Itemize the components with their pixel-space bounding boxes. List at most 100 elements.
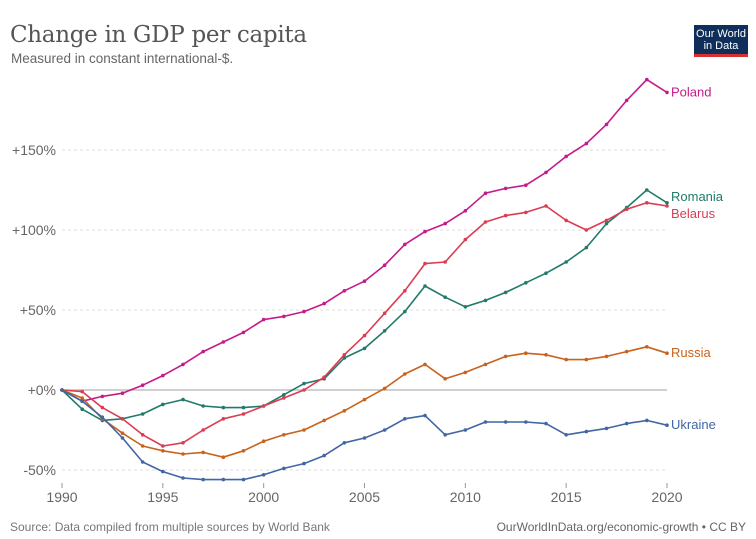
data-point[interactable]: [564, 260, 568, 264]
data-point[interactable]: [261, 404, 266, 408]
data-point[interactable]: [80, 389, 84, 394]
data-point[interactable]: [564, 433, 568, 437]
data-point[interactable]: [201, 428, 205, 432]
data-point[interactable]: [342, 356, 347, 360]
data-point[interactable]: [423, 362, 427, 367]
data-point[interactable]: [423, 413, 427, 418]
data-point[interactable]: [120, 436, 125, 440]
data-point[interactable]: [241, 477, 246, 482]
data-point[interactable]: [544, 421, 548, 426]
data-point[interactable]: [403, 289, 407, 293]
data-point[interactable]: [503, 354, 508, 359]
data-point[interactable]: [181, 476, 185, 480]
data-point[interactable]: [544, 353, 548, 357]
data-point[interactable]: [584, 357, 589, 362]
data-point[interactable]: [483, 220, 488, 224]
data-point[interactable]: [584, 429, 589, 434]
data-point[interactable]: [241, 449, 246, 453]
data-point[interactable]: [302, 461, 306, 466]
data-point[interactable]: [382, 329, 387, 333]
data-point[interactable]: [282, 433, 286, 437]
data-point[interactable]: [443, 260, 447, 264]
data-point[interactable]: [201, 450, 205, 455]
data-point[interactable]: [443, 221, 447, 226]
data-point[interactable]: [140, 460, 145, 464]
data-point[interactable]: [443, 433, 447, 437]
data-point[interactable]: [302, 388, 306, 392]
data-point[interactable]: [524, 420, 528, 424]
data-point[interactable]: [322, 301, 326, 306]
data-point[interactable]: [60, 388, 64, 392]
series-line[interactable]: [61, 389, 668, 481]
data-point[interactable]: [624, 421, 629, 426]
data-point[interactable]: [241, 412, 246, 416]
data-point[interactable]: [100, 415, 105, 420]
data-point[interactable]: [221, 340, 226, 344]
data-point[interactable]: [201, 404, 205, 408]
data-point[interactable]: [322, 453, 326, 458]
data-point[interactable]: [665, 204, 669, 208]
data-point[interactable]: [483, 298, 488, 303]
data-point[interactable]: [120, 431, 125, 436]
data-point[interactable]: [181, 452, 185, 456]
data-point[interactable]: [362, 346, 367, 351]
data-point[interactable]: [362, 333, 367, 338]
data-point[interactable]: [483, 191, 488, 195]
data-point[interactable]: [645, 418, 649, 423]
data-point[interactable]: [221, 455, 226, 460]
data-point[interactable]: [362, 436, 367, 440]
data-point[interactable]: [80, 399, 84, 404]
data-point[interactable]: [161, 469, 165, 474]
data-point[interactable]: [624, 98, 629, 103]
data-point[interactable]: [665, 351, 669, 356]
data-point[interactable]: [584, 245, 589, 250]
data-point[interactable]: [403, 309, 407, 314]
data-point[interactable]: [80, 396, 84, 400]
data-point[interactable]: [241, 330, 246, 335]
data-point[interactable]: [80, 407, 84, 412]
data-point[interactable]: [564, 154, 568, 159]
series-line[interactable]: [61, 78, 668, 403]
data-point[interactable]: [302, 381, 306, 386]
data-point[interactable]: [221, 417, 226, 421]
data-point[interactable]: [665, 90, 669, 95]
data-point[interactable]: [624, 349, 629, 354]
data-point[interactable]: [181, 441, 185, 445]
data-point[interactable]: [140, 444, 145, 448]
data-point[interactable]: [645, 77, 649, 82]
data-point[interactable]: [645, 188, 649, 192]
data-point[interactable]: [382, 386, 387, 391]
data-point[interactable]: [524, 183, 528, 187]
data-point[interactable]: [503, 186, 508, 191]
data-point[interactable]: [120, 417, 125, 421]
owid-logo[interactable]: Our World in Data: [694, 25, 748, 57]
data-point[interactable]: [403, 417, 407, 421]
data-point[interactable]: [322, 375, 326, 380]
data-point[interactable]: [624, 207, 629, 211]
data-point[interactable]: [161, 444, 165, 448]
data-point[interactable]: [282, 466, 286, 471]
data-point[interactable]: [524, 281, 528, 285]
data-point[interactable]: [322, 418, 326, 423]
data-point[interactable]: [544, 170, 548, 175]
data-point[interactable]: [604, 426, 609, 431]
data-point[interactable]: [564, 218, 568, 223]
data-point[interactable]: [261, 317, 266, 322]
data-point[interactable]: [463, 237, 468, 242]
data-point[interactable]: [302, 428, 306, 432]
data-point[interactable]: [382, 311, 387, 316]
data-point[interactable]: [282, 314, 286, 319]
data-point[interactable]: [503, 290, 508, 295]
data-point[interactable]: [544, 271, 548, 276]
data-point[interactable]: [665, 423, 669, 428]
data-point[interactable]: [261, 473, 266, 477]
data-point[interactable]: [282, 393, 286, 397]
data-point[interactable]: [403, 242, 407, 247]
owid-link[interactable]: OurWorldInData.org/economic-growth • CC …: [496, 520, 746, 534]
data-point[interactable]: [503, 213, 508, 218]
data-point[interactable]: [362, 397, 367, 402]
data-point[interactable]: [342, 353, 347, 357]
data-point[interactable]: [221, 477, 226, 482]
data-point[interactable]: [342, 409, 347, 413]
data-point[interactable]: [201, 349, 205, 354]
